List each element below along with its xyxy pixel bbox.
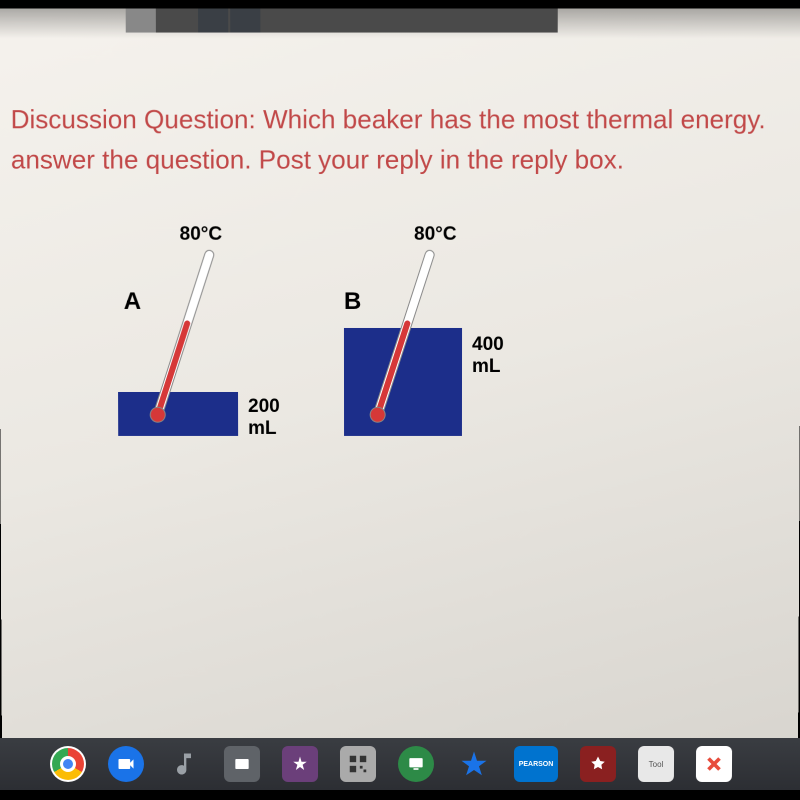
qr-app-icon[interactable] — [340, 746, 376, 782]
beaker-b-volume: 400 mL — [472, 334, 504, 378]
beaker-a-volume: 200 mL — [248, 396, 280, 440]
tab-fragment — [230, 8, 260, 32]
beaker-a-letter: A — [124, 288, 141, 316]
star-app-icon[interactable] — [456, 746, 492, 782]
screen-content: Discussion Question: Which beaker has th… — [0, 8, 800, 748]
tab-fragment — [126, 8, 156, 32]
beaker-b-letter: B — [344, 288, 361, 316]
question-line-2: answer the question. Post your reply in … — [11, 145, 624, 175]
app-icon-3[interactable]: Tool — [638, 746, 674, 782]
beaker-b-temperature: 80°C — [414, 224, 457, 246]
pearson-app-icon[interactable]: PEARSON — [514, 746, 558, 782]
camera-app-icon[interactable] — [108, 746, 144, 782]
question-line-1: Discussion Question: Which beaker has th… — [11, 104, 766, 134]
beaker-a-liquid — [118, 392, 238, 436]
tab-fragment — [198, 8, 228, 32]
beaker-a-temperature: 80°C — [180, 224, 223, 246]
close-app-icon[interactable] — [696, 746, 732, 782]
app-icon[interactable] — [282, 746, 318, 782]
app-icon-2[interactable] — [580, 746, 616, 782]
window-tab-strip — [126, 8, 558, 32]
discussion-question-text: Discussion Question: Which beaker has th… — [11, 99, 790, 180]
chrome-icon[interactable] — [50, 746, 86, 782]
audio-app-icon[interactable] — [166, 746, 202, 782]
display-app-icon[interactable] — [398, 746, 434, 782]
files-app-icon[interactable] — [224, 746, 260, 782]
beaker-diagram: 80°C A 200 mL 80°C B 400 mL — [59, 210, 660, 510]
chromeos-shelf: PEARSON Tool — [0, 738, 800, 790]
photo-frame: Discussion Question: Which beaker has th… — [0, 0, 800, 800]
